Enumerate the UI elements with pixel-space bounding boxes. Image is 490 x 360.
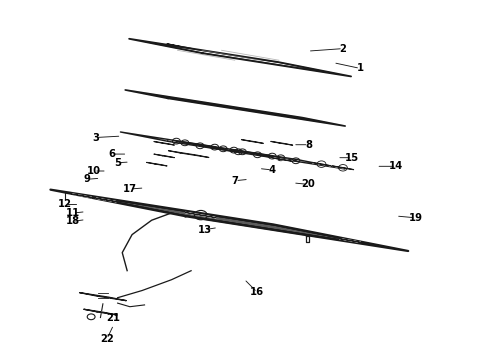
Text: 1: 1 (357, 63, 364, 73)
Text: 12: 12 (58, 199, 72, 210)
Polygon shape (125, 90, 345, 126)
Text: 11: 11 (65, 208, 80, 218)
Text: 10: 10 (87, 166, 101, 176)
Text: 17: 17 (123, 184, 137, 194)
Polygon shape (185, 212, 216, 218)
Polygon shape (84, 309, 117, 315)
Polygon shape (129, 39, 351, 76)
Polygon shape (121, 132, 345, 169)
Text: 9: 9 (84, 174, 91, 184)
Text: 18: 18 (66, 216, 79, 226)
Text: 3: 3 (92, 132, 99, 143)
Text: 16: 16 (250, 287, 264, 297)
Polygon shape (312, 162, 331, 166)
Text: 8: 8 (305, 140, 312, 150)
Text: 4: 4 (269, 165, 275, 175)
Polygon shape (154, 154, 174, 158)
Text: 21: 21 (107, 312, 121, 323)
Polygon shape (68, 193, 92, 198)
Text: 14: 14 (389, 161, 403, 171)
Text: 2: 2 (340, 44, 346, 54)
Text: 19: 19 (409, 213, 422, 223)
Polygon shape (79, 293, 126, 301)
Text: 6: 6 (108, 149, 115, 159)
Polygon shape (154, 141, 174, 145)
Polygon shape (242, 140, 263, 143)
Polygon shape (271, 141, 293, 145)
Text: 20: 20 (301, 179, 315, 189)
Polygon shape (96, 198, 117, 202)
Polygon shape (50, 190, 408, 251)
Text: 13: 13 (198, 225, 212, 235)
Polygon shape (147, 162, 167, 166)
Text: 7: 7 (232, 176, 239, 186)
Polygon shape (340, 239, 361, 242)
Polygon shape (332, 166, 354, 170)
Text: 15: 15 (345, 153, 359, 163)
Polygon shape (169, 151, 209, 157)
Polygon shape (271, 158, 293, 161)
Text: 5: 5 (114, 158, 121, 168)
Text: 22: 22 (100, 334, 114, 344)
